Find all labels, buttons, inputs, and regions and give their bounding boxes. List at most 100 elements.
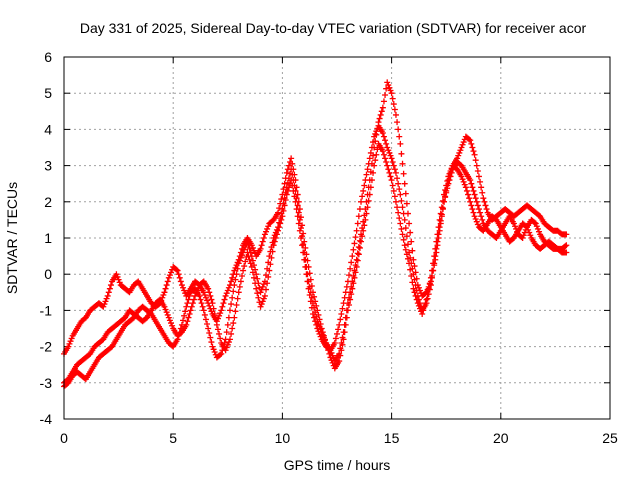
data-point <box>349 285 356 292</box>
data-point <box>341 329 348 336</box>
data-point <box>304 271 311 278</box>
data-point <box>177 278 184 285</box>
data-point <box>410 285 417 292</box>
data-point <box>526 229 533 236</box>
data-point <box>183 303 190 310</box>
data-point <box>268 244 275 251</box>
data-point <box>186 292 193 299</box>
data-point <box>258 301 265 308</box>
data-point <box>474 202 481 209</box>
data-point <box>221 296 228 303</box>
data-point <box>228 330 235 337</box>
data-point <box>160 292 167 299</box>
data-point <box>380 98 387 105</box>
data-point <box>315 320 322 327</box>
data-point <box>242 244 249 251</box>
data-point <box>396 186 403 193</box>
data-point <box>269 239 276 246</box>
data-point <box>189 300 196 307</box>
data-point <box>399 204 406 211</box>
data-point <box>398 197 405 204</box>
data-point <box>235 289 242 296</box>
data-point <box>178 282 185 289</box>
data-point <box>113 271 120 278</box>
data-point <box>353 227 360 234</box>
data-point <box>306 283 313 290</box>
data-point <box>359 193 366 200</box>
data-point <box>232 276 239 283</box>
data-point <box>466 195 473 202</box>
data-point <box>412 282 419 289</box>
data-point <box>311 304 318 311</box>
data-point <box>360 227 367 234</box>
data-point <box>242 258 249 265</box>
data-point <box>472 215 479 222</box>
data-point <box>224 321 231 328</box>
data-point <box>234 295 241 302</box>
data-point <box>279 206 286 213</box>
data-point <box>423 296 430 303</box>
data-point <box>101 301 108 308</box>
data-point <box>427 274 434 281</box>
data-point <box>382 155 389 162</box>
data-point <box>400 210 407 217</box>
data-point <box>228 278 235 285</box>
data-point <box>386 84 393 91</box>
data-point <box>429 267 436 274</box>
data-point <box>437 217 444 224</box>
data-point <box>383 140 390 147</box>
data-point <box>392 169 399 176</box>
data-point <box>339 341 346 348</box>
data-point <box>263 228 270 235</box>
data-point <box>367 149 374 156</box>
data-point <box>460 139 467 146</box>
data-point <box>200 307 207 314</box>
y-tick-label: 5 <box>44 85 52 101</box>
data-point <box>376 115 383 122</box>
data-point <box>469 184 476 191</box>
data-point <box>397 140 404 147</box>
data-point <box>380 133 387 140</box>
data-point <box>472 157 479 164</box>
data-point <box>413 296 420 303</box>
data-point <box>299 222 306 229</box>
data-point <box>477 209 484 216</box>
data-point <box>168 320 175 327</box>
x-tick-label: 5 <box>169 430 177 446</box>
data-point <box>165 274 172 281</box>
data-point <box>297 225 304 232</box>
data-point <box>324 343 331 350</box>
data-point <box>409 247 416 254</box>
y-tick-label: -4 <box>40 411 53 427</box>
series-track-a <box>61 79 570 365</box>
data-point <box>391 166 398 173</box>
data-point <box>270 235 277 241</box>
data-point <box>402 246 409 253</box>
data-point <box>404 241 411 248</box>
data-point <box>197 296 204 303</box>
data-point <box>229 274 236 281</box>
data-point <box>214 326 221 333</box>
data-point <box>206 302 213 309</box>
data-point <box>475 173 482 180</box>
data-point <box>265 223 272 230</box>
data-point <box>447 168 454 175</box>
data-point <box>511 223 518 230</box>
data-point <box>106 285 113 292</box>
data-point <box>368 144 375 151</box>
data-point <box>469 206 476 213</box>
y-tick-label: -1 <box>40 302 53 318</box>
data-point <box>163 282 170 289</box>
data-point <box>271 232 278 239</box>
data-point <box>398 225 405 232</box>
data-point <box>275 209 282 216</box>
data-point <box>354 250 361 257</box>
data-point <box>430 260 437 267</box>
data-point <box>424 291 431 298</box>
data-point <box>531 219 538 226</box>
data-point <box>347 296 354 303</box>
data-point <box>222 336 229 343</box>
data-point <box>278 196 285 203</box>
data-point <box>237 278 244 285</box>
data-point <box>207 334 214 341</box>
